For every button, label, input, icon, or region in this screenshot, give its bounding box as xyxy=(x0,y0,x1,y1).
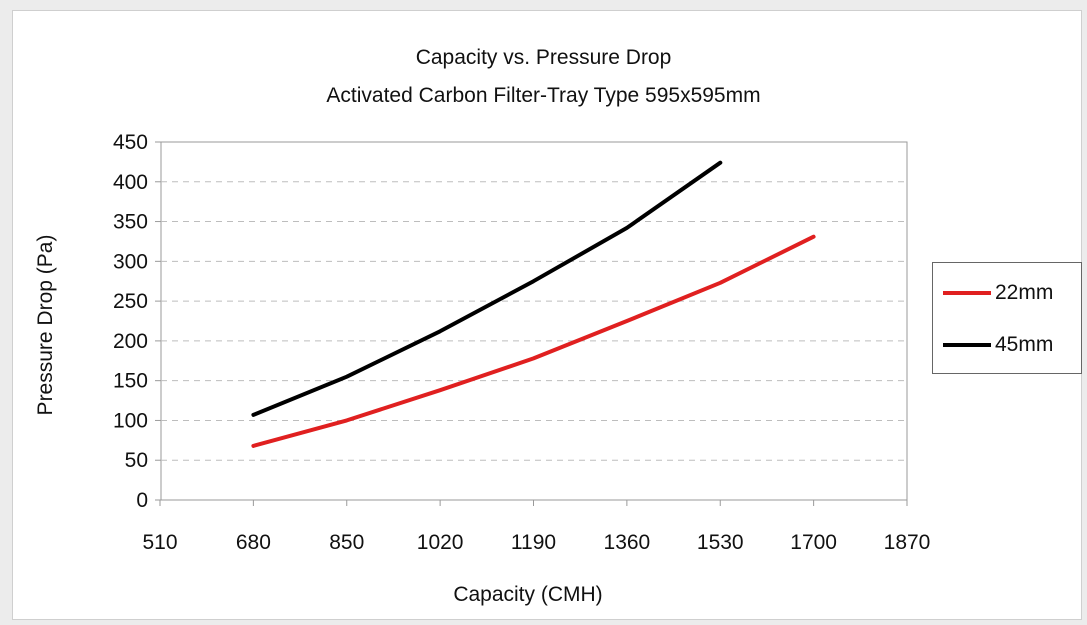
legend-swatch-45mm xyxy=(943,343,991,347)
x-tick-label-1190: 1190 xyxy=(511,531,556,554)
y-tick-label-100: 100 xyxy=(113,409,148,432)
series-line-45mm xyxy=(251,160,723,417)
legend-swatch-22mm xyxy=(943,291,991,295)
y-tick-label-0: 0 xyxy=(136,489,148,512)
legend-item-22mm: 22mm xyxy=(943,281,1053,305)
x-tick-label-850: 850 xyxy=(329,531,364,554)
x-tick-label-510: 510 xyxy=(142,531,177,554)
plot-area xyxy=(160,141,908,501)
chart-title: Capacity vs. Pressure Drop xyxy=(415,46,672,69)
y-tick-label-450: 450 xyxy=(113,131,148,154)
series-lines xyxy=(251,160,816,448)
x-axis-label: Capacity (CMH) xyxy=(453,583,602,606)
x-tick-label-1360: 1360 xyxy=(604,531,651,554)
legend-item-45mm: 45mm xyxy=(943,333,1053,357)
y-tick-label-300: 300 xyxy=(113,250,148,273)
grid-lines xyxy=(161,181,907,461)
legend: 22mm 45mm xyxy=(932,262,1082,374)
chart-subtitle: Activated Carbon Filter-Tray Type 595x59… xyxy=(326,84,761,107)
y-tick-label-200: 200 xyxy=(113,330,148,353)
x-tick-label-1530: 1530 xyxy=(697,531,744,554)
y-tick-label-150: 150 xyxy=(113,370,148,393)
y-tick-label-350: 350 xyxy=(113,211,148,234)
y-tick-label-50: 50 xyxy=(125,449,148,472)
x-axis-ticks: 510 680 850 1020 1190 1360 1530 1700 1870 xyxy=(142,500,930,554)
y-tick-label-400: 400 xyxy=(113,171,148,194)
y-tick-label-250: 250 xyxy=(113,290,148,313)
legend-label-45mm: 45mm xyxy=(995,333,1054,356)
x-tick-label-1020: 1020 xyxy=(417,531,464,554)
x-tick-label-1870: 1870 xyxy=(884,531,931,554)
y-axis-ticks: 0 50 100 150 200 250 300 350 400 450 xyxy=(113,131,161,512)
x-tick-label-680: 680 xyxy=(236,531,271,554)
x-tick-label-1700: 1700 xyxy=(790,531,837,554)
legend-label-22mm: 22mm xyxy=(995,281,1054,304)
y-axis-label: Pressure Drop (Pa) xyxy=(34,235,57,416)
series-line-22mm xyxy=(251,234,816,448)
